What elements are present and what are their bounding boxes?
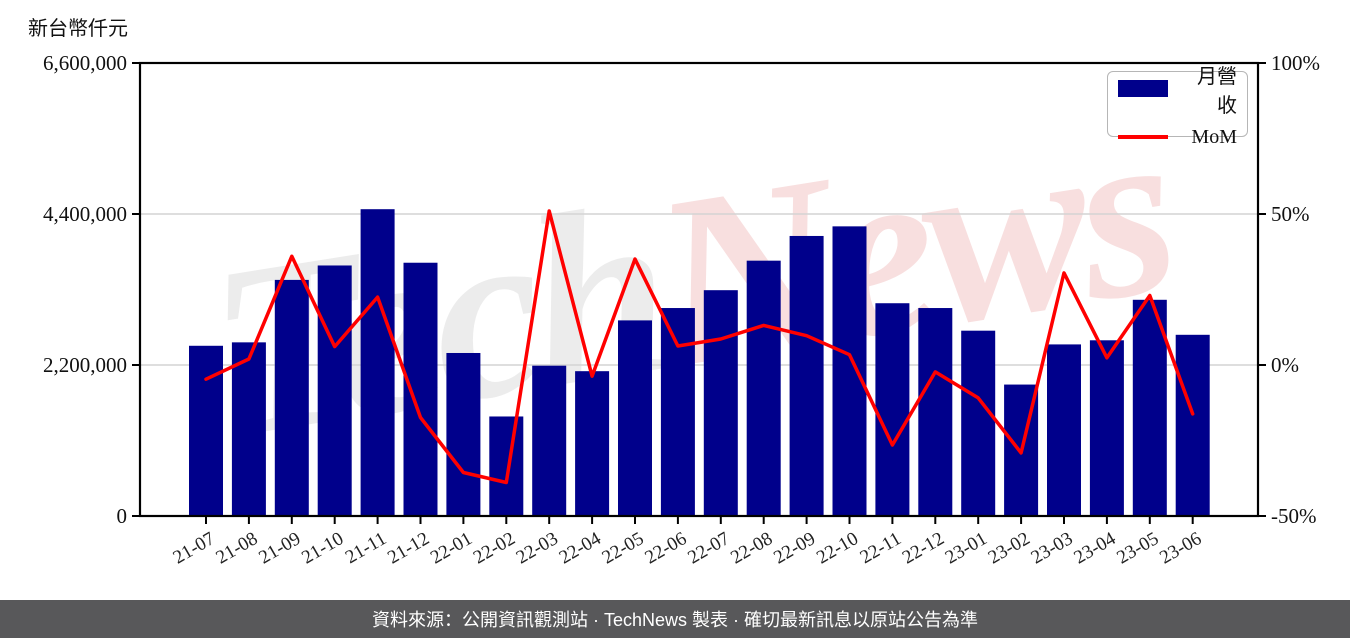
revenue-bar xyxy=(360,209,395,517)
revenue-bar xyxy=(403,262,438,516)
x-axis-tick-label: 22-08 xyxy=(727,528,776,568)
x-axis-tick-label: 22-11 xyxy=(857,528,905,568)
x-axis-tick-label: 22-07 xyxy=(684,528,733,568)
mom-line-swatch xyxy=(1118,135,1168,139)
right-axis-tick-label: 100% xyxy=(1271,51,1320,75)
revenue-bar xyxy=(703,290,738,516)
revenue-bar xyxy=(660,308,695,516)
revenue-bar xyxy=(1089,340,1124,516)
revenue-bar xyxy=(231,342,266,516)
y-axis-unit-label: 新台幣仟元 xyxy=(28,18,128,40)
plot-frame xyxy=(138,61,1260,518)
revenue-bar xyxy=(746,260,781,516)
x-axis-tick-label: 22-02 xyxy=(470,528,519,568)
revenue-bar xyxy=(1047,344,1081,516)
revenue-bar-swatch xyxy=(1118,80,1168,97)
x-axis-tick-label: 21-10 xyxy=(298,528,347,568)
mom-legend-label: MoM xyxy=(1191,125,1237,148)
source-footer-text: 資料來源：公開資訊觀測站 · TechNews 製表 · 確切最新訊息以原站公告… xyxy=(371,610,979,630)
x-axis-tick-label: 23-02 xyxy=(985,528,1034,568)
x-axis-tick-label: 22-10 xyxy=(813,528,862,568)
legend: 月營收 MoM xyxy=(1107,66,1248,148)
revenue-bar xyxy=(961,330,996,516)
revenue-bar xyxy=(618,320,652,516)
x-axis-tick-label: 23-06 xyxy=(1156,528,1205,568)
x-axis-tick-label: 21-07 xyxy=(170,528,219,568)
right-axis-tick-label: 0% xyxy=(1271,353,1299,377)
right-axis: -50% 0% 50% 100% xyxy=(1258,51,1320,528)
revenue-legend-label: 月營收 xyxy=(1197,65,1237,117)
x-axis-tick-label: 22-05 xyxy=(599,528,648,568)
revenue-bar xyxy=(918,308,953,516)
x-axis-tick-label: 21-11 xyxy=(342,528,390,568)
x-axis-tick-label: 21-08 xyxy=(213,528,262,568)
revenue-bar xyxy=(189,345,223,516)
x-axis: 21-0721-0821-0921-1021-1121-1222-0122-02… xyxy=(170,516,1205,569)
x-axis-tick-label: 22-09 xyxy=(770,528,819,568)
revenue-bar xyxy=(575,371,610,516)
revenue-bar xyxy=(832,226,867,516)
revenue-bar xyxy=(875,303,910,516)
source-footer: 資料來源：公開資訊觀測站 · TechNews 製表 · 確切最新訊息以原站公告… xyxy=(0,600,1350,638)
x-axis-tick-label: 22-12 xyxy=(899,528,948,568)
revenue-bars xyxy=(189,209,1210,517)
revenue-bar xyxy=(446,352,481,516)
revenue-bar xyxy=(532,365,567,516)
revenue-bar xyxy=(274,279,309,516)
revenue-bar xyxy=(1175,334,1210,516)
revenue-bar xyxy=(789,235,824,517)
left-axis-tick-label: 0 xyxy=(117,504,128,528)
left-axis-tick-label: 2,200,000 xyxy=(43,353,127,377)
x-axis-tick-label: 23-04 xyxy=(1071,528,1120,569)
x-axis-tick-label: 23-05 xyxy=(1113,528,1162,568)
x-axis-tick-label: 23-03 xyxy=(1028,528,1077,568)
x-axis-tick-label: 22-06 xyxy=(642,528,691,568)
legend-item-revenue: 月營收 xyxy=(1118,60,1237,118)
x-axis-tick-label: 21-09 xyxy=(255,528,304,568)
left-axis: 0 2,200,000 4,400,000 6,600,000 xyxy=(43,51,140,528)
revenue-bar xyxy=(1132,299,1167,516)
chart-svg: 0 2,200,000 4,400,000 6,600,000 -50% 0% 50% 100… xyxy=(43,51,1320,569)
right-axis-tick-label: -50% xyxy=(1271,504,1317,528)
revenue-bar xyxy=(489,416,524,516)
x-axis-tick-label: 23-01 xyxy=(942,528,991,568)
x-axis-tick-label: 22-03 xyxy=(513,528,562,568)
mom-line xyxy=(204,209,1195,485)
x-axis-tick-label: 22-04 xyxy=(556,528,605,569)
revenue-bar xyxy=(317,265,352,516)
x-axis-tick-label: 21-12 xyxy=(384,528,433,568)
right-axis-tick-label: 50% xyxy=(1271,202,1310,226)
left-axis-tick-label: 6,600,000 xyxy=(43,51,127,75)
x-axis-tick-label: 22-01 xyxy=(427,528,476,568)
chart-canvas: 0 2,200,000 4,400,000 6,600,000 -50% 0% 50% 100… xyxy=(43,51,1320,569)
left-axis-tick-label: 4,400,000 xyxy=(43,202,127,226)
legend-item-mom: MoM xyxy=(1118,126,1237,149)
